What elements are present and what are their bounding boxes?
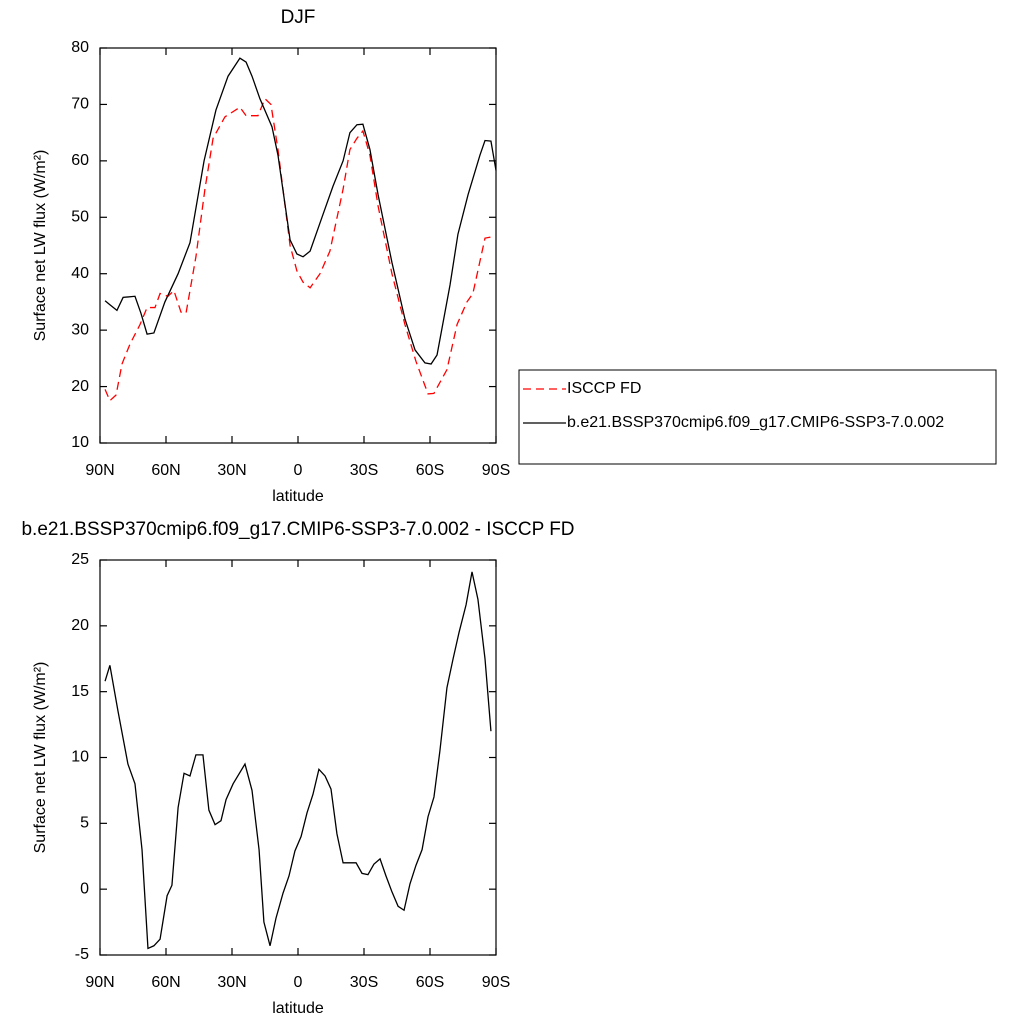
y-tick-label: 10 <box>71 749 89 766</box>
chart-title: DJF <box>281 7 316 28</box>
x-tick-label: 30N <box>217 462 246 479</box>
y-tick-label: -5 <box>75 946 89 963</box>
plot-frame <box>99 559 497 956</box>
legend-box <box>518 369 997 465</box>
y-axis-label: Surface net LW flux (W/m²) <box>32 150 49 342</box>
y-tick-label: 60 <box>71 152 89 169</box>
y-tick-label: 10 <box>71 434 89 451</box>
x-tick-label: 90S <box>482 974 510 991</box>
x-tick-label: 60S <box>416 974 444 991</box>
legend-label: ISCCP FD <box>567 380 641 397</box>
x-tick-label: 60N <box>151 974 180 991</box>
x-tick-label: 30N <box>217 974 246 991</box>
x-tick-label: 30S <box>350 462 378 479</box>
y-tick-label: 20 <box>71 617 89 634</box>
x-tick-label: 60S <box>416 462 444 479</box>
x-tick-label: 90N <box>85 462 114 479</box>
y-tick-label: 80 <box>71 39 89 56</box>
series-line <box>104 571 492 950</box>
x-axis-label: latitude <box>272 488 324 505</box>
y-tick-label: 20 <box>71 378 89 395</box>
x-tick-label: 90N <box>85 974 114 991</box>
y-tick-label: 70 <box>71 96 89 113</box>
legend-label: b.e21.BSSP370cmip6.f09_g17.CMIP6-SSP3-7.… <box>567 414 944 431</box>
y-tick-label: 0 <box>80 880 89 897</box>
y-tick-label: 15 <box>71 683 89 700</box>
x-tick-label: 0 <box>294 974 303 991</box>
y-tick-label: 5 <box>80 815 89 832</box>
x-tick-label: 60N <box>151 462 180 479</box>
x-tick-label: 30S <box>350 974 378 991</box>
x-tick-label: 0 <box>294 462 303 479</box>
series-line <box>104 97 492 402</box>
chart-title: b.e21.BSSP370cmip6.f09_g17.CMIP6-SSP3-7.… <box>21 519 574 540</box>
y-tick-label: 40 <box>71 265 89 282</box>
x-tick-label: 90S <box>482 462 510 479</box>
y-axis-label: Surface net LW flux (W/m²) <box>32 662 49 854</box>
series-line <box>104 57 497 365</box>
plot-frame <box>99 47 497 444</box>
y-tick-label: 50 <box>71 209 89 226</box>
y-tick-label: 25 <box>71 551 89 568</box>
y-tick-label: 30 <box>71 321 89 338</box>
x-axis-label: latitude <box>272 1000 324 1017</box>
